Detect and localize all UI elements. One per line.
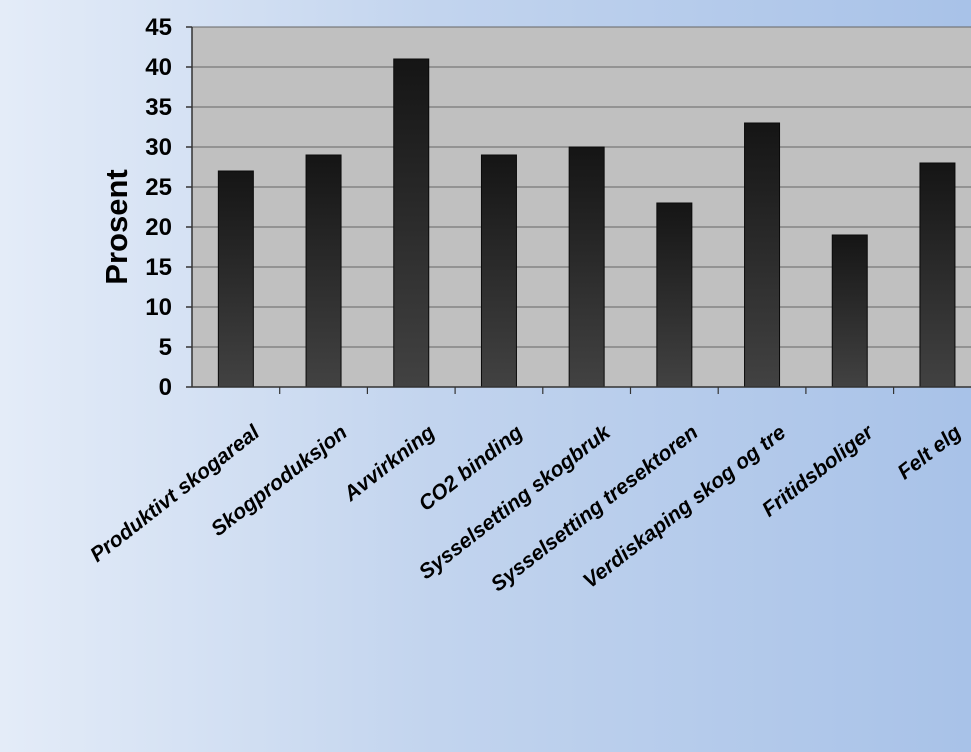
bar (393, 58, 430, 388)
y-tick-label: 45 (145, 14, 172, 41)
y-tick-label: 5 (159, 334, 172, 361)
bars (217, 58, 956, 388)
y-axis-title: Prosent (99, 169, 134, 284)
y-tick-label: 25 (145, 174, 172, 201)
y-tick-labels: 0 5 10 15 20 25 30 35 40 45 (145, 14, 192, 401)
bar (831, 234, 868, 388)
bar (305, 154, 342, 388)
bar (919, 162, 956, 388)
category-labels: Produktivt skogarealSkogproduksjonAvvirk… (86, 420, 966, 597)
y-tick-label: 30 (145, 134, 172, 161)
y-tick-label: 0 (159, 374, 172, 401)
bar (480, 154, 517, 388)
y-tick-label: 40 (145, 54, 172, 81)
bar (744, 122, 781, 388)
bar (217, 170, 254, 388)
bar (656, 202, 693, 388)
y-tick-label: 35 (145, 94, 172, 121)
y-tick-label: 10 (145, 294, 172, 321)
y-tick-label: 20 (145, 214, 172, 241)
bar (568, 146, 605, 388)
y-tick-label: 15 (145, 254, 172, 281)
category-label: Produktivt skogareal (86, 420, 265, 567)
category-label: Felt elg (893, 421, 965, 484)
axes (191, 27, 971, 394)
